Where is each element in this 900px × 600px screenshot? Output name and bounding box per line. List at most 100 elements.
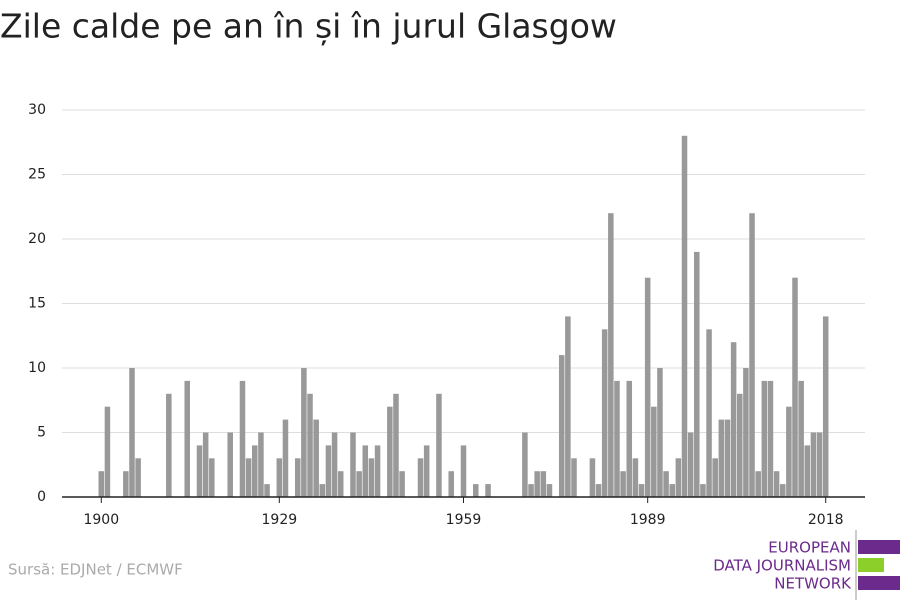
bar xyxy=(632,458,639,497)
logo-text: EUROPEAN xyxy=(768,539,851,557)
bar xyxy=(196,445,203,497)
bar xyxy=(264,484,270,497)
bar xyxy=(417,458,424,497)
bar xyxy=(98,471,105,497)
bar xyxy=(368,458,375,497)
bar xyxy=(687,432,694,497)
y-tick-label: 10 xyxy=(28,360,46,376)
bar xyxy=(331,432,338,497)
bar xyxy=(399,471,405,497)
bar xyxy=(743,368,749,497)
bar xyxy=(589,458,596,497)
bar xyxy=(313,419,319,497)
bar xyxy=(294,458,301,497)
logo-bar xyxy=(858,540,900,554)
bar xyxy=(387,406,393,497)
bar xyxy=(663,471,669,497)
bar xyxy=(601,329,608,497)
bar xyxy=(282,419,289,497)
bar xyxy=(319,484,326,497)
bar xyxy=(675,458,682,497)
bar xyxy=(736,393,743,497)
y-tick-label: 15 xyxy=(28,296,46,312)
bar xyxy=(325,445,332,497)
bar xyxy=(276,458,283,497)
bar xyxy=(485,484,491,497)
bar xyxy=(816,432,823,497)
bar xyxy=(755,471,761,497)
bar xyxy=(135,458,141,497)
bar xyxy=(786,406,792,497)
bar xyxy=(558,355,565,497)
bar xyxy=(773,471,780,497)
bar xyxy=(307,393,313,497)
bar xyxy=(638,484,645,497)
bar xyxy=(546,484,553,497)
bar xyxy=(129,368,135,497)
bar xyxy=(626,380,633,497)
bar xyxy=(528,484,534,497)
bar xyxy=(202,432,209,497)
bar xyxy=(614,380,620,497)
bar xyxy=(423,445,430,497)
source: Sursă: EDJNet / ECMWF xyxy=(8,561,183,579)
bar xyxy=(350,432,356,497)
bar xyxy=(252,445,258,497)
bar xyxy=(184,380,191,497)
bar xyxy=(209,458,215,497)
bar xyxy=(595,484,602,497)
bar xyxy=(681,135,688,498)
bar xyxy=(393,393,399,497)
y-tick-label: 30 xyxy=(28,102,46,118)
bar xyxy=(104,406,111,497)
chart-title: Zile calde pe an în și în jurul Glasgow xyxy=(0,7,617,46)
bar xyxy=(767,380,774,497)
bar xyxy=(718,419,725,497)
bar xyxy=(571,458,577,497)
bar xyxy=(657,368,663,497)
x-tick-label: 2018 xyxy=(808,512,844,528)
x-tick-label: 1959 xyxy=(446,512,482,528)
bar xyxy=(356,471,362,497)
y-tick-label: 25 xyxy=(28,167,46,183)
bar xyxy=(804,445,811,497)
logo-text: DATA JOURNALISM xyxy=(713,557,851,575)
bar xyxy=(706,329,712,497)
logo-bar xyxy=(858,558,884,572)
bar xyxy=(565,316,571,497)
bar xyxy=(534,471,540,497)
bar xyxy=(448,471,454,497)
bar xyxy=(540,471,547,497)
bar xyxy=(792,277,798,497)
bar xyxy=(724,419,731,497)
bar xyxy=(460,445,467,497)
logo-bar xyxy=(858,576,900,590)
bar xyxy=(644,277,651,497)
bar xyxy=(798,380,804,497)
bar xyxy=(779,484,786,497)
bar xyxy=(822,316,829,497)
bar xyxy=(337,471,344,497)
logo-text: NETWORK xyxy=(774,575,852,593)
bar xyxy=(669,484,675,497)
bar xyxy=(258,432,264,497)
bar xyxy=(761,380,768,497)
x-tick-label: 1989 xyxy=(630,512,666,528)
bar xyxy=(362,445,369,497)
bar xyxy=(730,342,737,497)
bar xyxy=(700,484,706,497)
y-tick-label: 20 xyxy=(28,231,46,247)
bar xyxy=(522,432,528,497)
bar xyxy=(374,445,381,497)
bar xyxy=(245,458,252,497)
bar xyxy=(227,432,233,497)
bar xyxy=(651,406,657,497)
bar xyxy=(810,432,817,497)
bar xyxy=(620,471,626,497)
x-tick-label: 1900 xyxy=(83,512,119,528)
bar xyxy=(749,213,755,497)
x-tick-label: 1929 xyxy=(262,512,298,528)
y-tick-label: 5 xyxy=(37,425,46,441)
bar xyxy=(301,368,307,497)
